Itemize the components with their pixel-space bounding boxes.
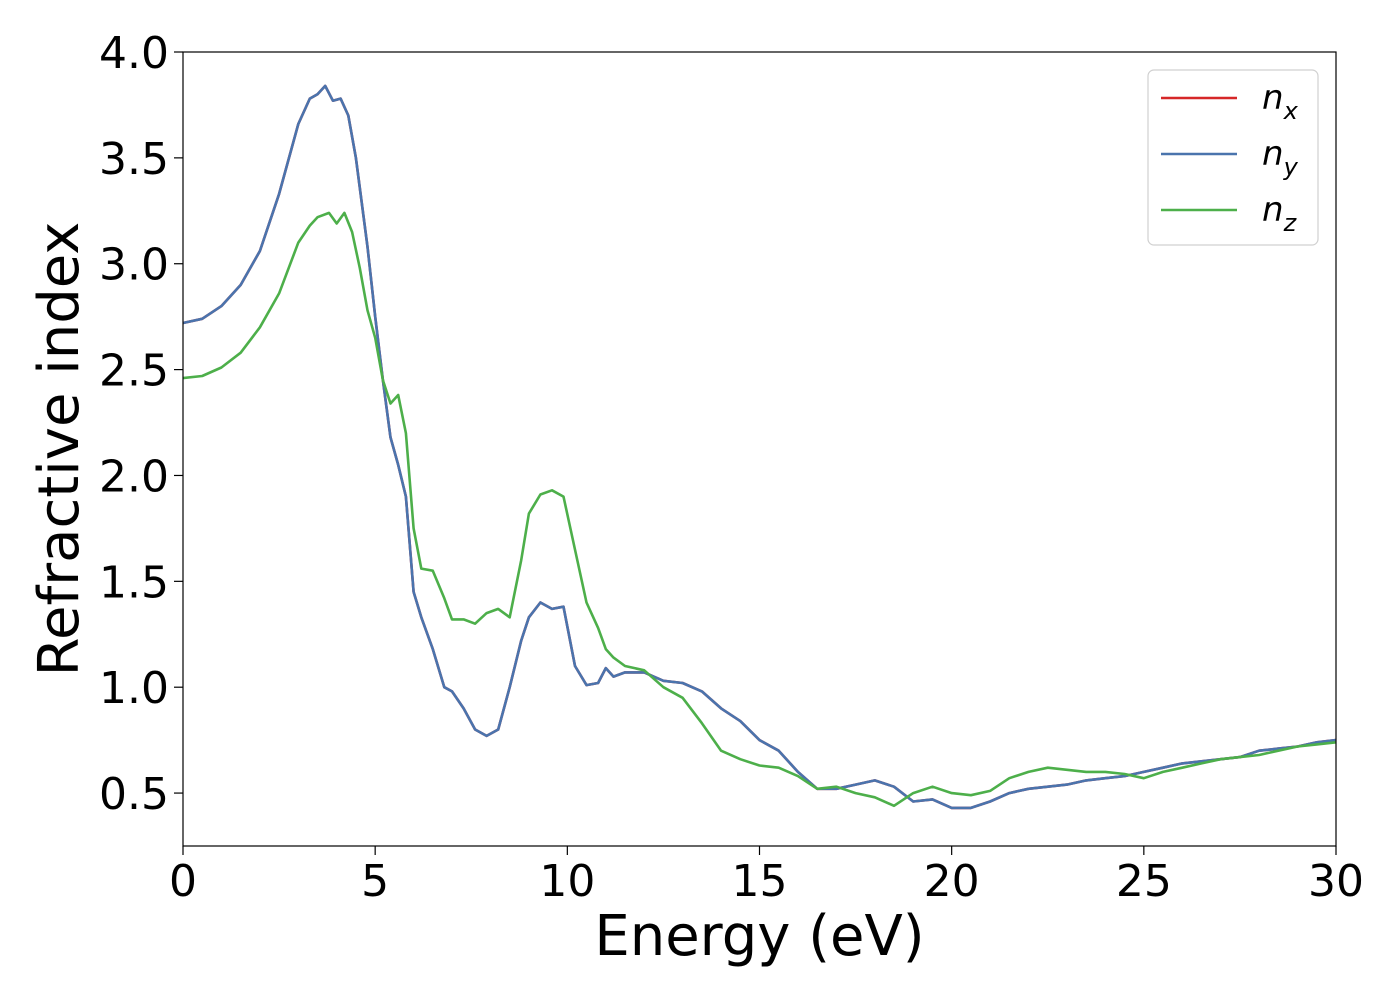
y-tick-label: 2.0 (99, 451, 169, 502)
x-tick-label: 30 (1308, 856, 1364, 907)
x-tick-label: 15 (732, 856, 788, 907)
y-axis-ticks: 0.5 1.0 1.5 2.0 2.5 3.0 3.5 4.0 (99, 28, 183, 820)
legend-label-sub: x (1283, 97, 1299, 125)
x-tick-label: 5 (361, 856, 389, 907)
legend-label-sub: z (1283, 209, 1298, 237)
x-tick-label: 0 (169, 856, 197, 907)
legend-label-sub: y (1283, 153, 1299, 181)
y-tick-label: 1.0 (99, 663, 169, 714)
legend-label-base: n (1262, 134, 1284, 174)
x-tick-label: 20 (924, 856, 980, 907)
y-tick-label: 1.5 (99, 557, 169, 608)
series-line-y (182, 84, 1337, 810)
legend-box (1147, 69, 1319, 246)
y-tick-label: 4.0 (99, 28, 169, 79)
legend-label-y: ny (1262, 134, 1299, 181)
x-axis-ticks: 0 5 10 15 20 25 30 (169, 846, 1364, 907)
y-axis-label: Refractive index (27, 222, 92, 677)
legend-label-base: n (1262, 78, 1284, 118)
series-line-z (182, 211, 1337, 808)
y-tick-label: 3.0 (99, 240, 169, 291)
y-tick-label: 3.5 (99, 134, 169, 185)
x-tick-label: 25 (1116, 856, 1172, 907)
legend-label-z: nz (1262, 190, 1298, 237)
legend-label-x: nx (1262, 78, 1299, 125)
x-axis-label: Energy (eV) (594, 904, 924, 969)
x-tick-label: 10 (539, 856, 595, 907)
y-tick-label: 0.5 (99, 769, 169, 820)
legend-label-base: n (1262, 190, 1284, 230)
y-tick-label: 2.5 (99, 346, 169, 397)
plot-lines (182, 84, 1337, 810)
